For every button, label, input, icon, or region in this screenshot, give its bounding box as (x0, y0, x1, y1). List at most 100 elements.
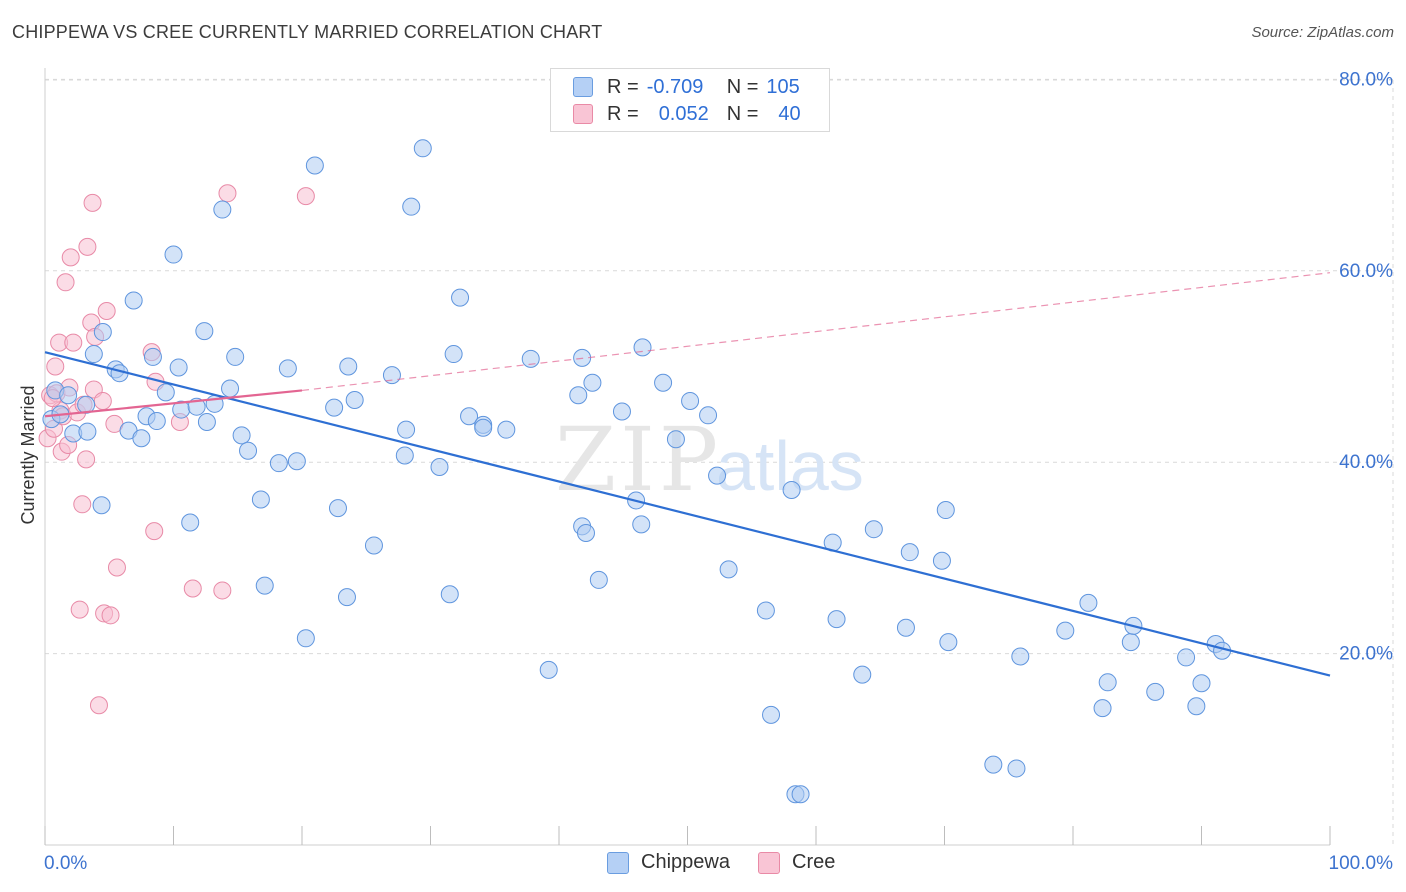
chippewa-point (539, 660, 558, 679)
chippewa-point (984, 755, 1003, 774)
legend-item-cree[interactable]: Cree (758, 851, 835, 874)
chippewa-point (1121, 633, 1140, 652)
cree-point (56, 273, 75, 292)
chippewa-point (78, 422, 97, 441)
chippewa-point (269, 454, 288, 473)
chippewa-point (1187, 697, 1206, 716)
chippewa-point (339, 357, 358, 376)
cree-point (101, 606, 120, 625)
chippewa-point (1007, 759, 1026, 778)
y-tick-label: 60.0% (1339, 261, 1393, 282)
chippewa-point (681, 391, 700, 410)
chippewa-point (1056, 621, 1075, 640)
chippewa-point (474, 418, 493, 437)
legend-row-cree: R = 0.052 N = 40 (573, 102, 801, 126)
chippewa-point (197, 413, 216, 432)
cree-point (70, 600, 89, 619)
legend-item-chippewa[interactable]: Chippewa (607, 851, 730, 874)
chippewa-point (864, 520, 883, 539)
chippewa-point (589, 570, 608, 589)
y-axis-label: Currently Married (18, 385, 38, 524)
chippewa-point (1146, 682, 1165, 701)
chippewa-point (305, 156, 324, 175)
chart-title: CHIPPEWA VS CREE CURRENTLY MARRIED CORRE… (12, 22, 603, 42)
chippewa-point (337, 588, 356, 607)
chippewa-point (296, 629, 315, 648)
chippewa-n-value: 105 (766, 75, 800, 98)
chippewa-point (440, 585, 459, 604)
correlation-legend: R = -0.709 N = 105 R = 0.052 N = 40 (550, 68, 830, 132)
cree-point (64, 333, 83, 352)
chippewa-point (444, 345, 463, 364)
legend-row-chippewa: R = -0.709 N = 105 (573, 75, 800, 99)
chippewa-point (195, 322, 214, 341)
chippewa-point (782, 480, 801, 499)
cree-point (218, 184, 237, 203)
chippewa-point (576, 524, 595, 543)
chippewa-point (451, 288, 470, 307)
cree-trend-extension (301, 272, 1331, 392)
chippewa-point (278, 359, 297, 378)
chippewa-point (124, 291, 143, 310)
chippewa-point (251, 490, 270, 509)
chippewa-point (699, 406, 718, 425)
chippewa-point (708, 466, 727, 485)
chippewa-point (232, 426, 251, 445)
cree-swatch (573, 104, 593, 124)
legend-r-label: R = (607, 75, 639, 98)
chippewa-point (364, 536, 383, 555)
cree-point (73, 495, 92, 514)
chippewa-point (213, 200, 232, 219)
cree-point (97, 301, 116, 320)
cree-point (183, 579, 202, 598)
source-credit: Source: ZipAtlas.com (1251, 24, 1394, 41)
cree-point (145, 522, 164, 541)
x-tick-label-min: 0.0% (44, 853, 87, 874)
y-tick-label: 20.0% (1339, 644, 1393, 665)
chippewa-points (42, 139, 1232, 804)
chippewa-point (633, 338, 652, 357)
chippewa-point (226, 347, 245, 366)
chippewa-point (345, 390, 364, 409)
chippewa-point (239, 441, 258, 460)
chippewa-point (402, 197, 421, 216)
cree-point (93, 391, 112, 410)
chippewa-point (1093, 699, 1112, 718)
cree-point (83, 193, 102, 212)
chippewa-point (382, 366, 401, 385)
chippewa-point (632, 515, 651, 534)
chippewa-point (1177, 648, 1196, 667)
cree-legend-label: Cree (792, 851, 836, 873)
cree-point (89, 696, 108, 715)
chippewa-legend-label: Chippewa (641, 851, 730, 873)
chippewa-point (583, 373, 602, 392)
cree-point (77, 450, 96, 469)
chippewa-point (896, 618, 915, 637)
y-tick-labels: 20.0% 40.0% 60.0% 80.0% (1339, 69, 1393, 664)
y-tick-label: 80.0% (1339, 69, 1393, 90)
legend-r-label: R = (607, 102, 639, 125)
chippewa-point (1192, 674, 1211, 693)
chippewa-point (1011, 647, 1030, 666)
chippewa-point (164, 245, 183, 264)
chippewa-legend-swatch (607, 851, 629, 874)
chippewa-point (93, 323, 112, 342)
chippewa-point (521, 349, 540, 368)
chippewa-point (460, 407, 479, 426)
chippewa-point (939, 633, 958, 652)
chippewa-point (762, 705, 781, 724)
chippewa-point (169, 358, 188, 377)
cree-point (107, 558, 126, 577)
chippewa-point (156, 383, 175, 402)
chippewa-point (92, 496, 111, 515)
chippewa-point (397, 420, 416, 439)
cree-points (38, 184, 315, 715)
cree-legend-swatch (758, 851, 780, 874)
chippewa-point (181, 513, 200, 532)
chippewa-point (791, 785, 810, 804)
chippewa-point (328, 499, 347, 518)
chippewa-point (395, 446, 414, 465)
chippewa-point (497, 420, 516, 439)
cree-point (296, 187, 315, 206)
chippewa-point (756, 601, 775, 620)
